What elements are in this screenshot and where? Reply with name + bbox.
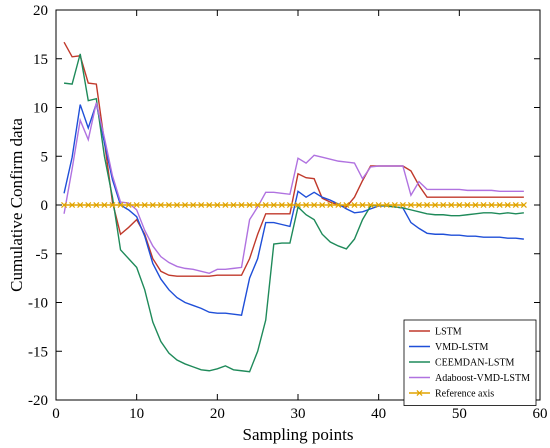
y-tick-label: 20 bbox=[33, 3, 48, 19]
x-axis-title: Sampling points bbox=[243, 425, 354, 444]
x-tick-label: 60 bbox=[533, 406, 548, 422]
series-line-2 bbox=[63, 53, 524, 373]
x-tick-label: 40 bbox=[371, 406, 386, 422]
legend-item: VMD-LSTM bbox=[409, 342, 488, 353]
data-point bbox=[407, 201, 414, 209]
data-point bbox=[319, 201, 326, 209]
y-axis-title: Cumulative Confirm data bbox=[7, 118, 26, 292]
y-tick-label: -20 bbox=[28, 393, 48, 409]
x-tick-label: 10 bbox=[129, 406, 144, 422]
data-point bbox=[496, 201, 503, 209]
x-tick-label: 30 bbox=[291, 406, 306, 422]
data-point bbox=[512, 201, 519, 209]
legend-label: Reference axis bbox=[435, 389, 494, 400]
data-point bbox=[254, 201, 261, 209]
data-point bbox=[117, 201, 124, 209]
data-point bbox=[480, 201, 487, 209]
data-point bbox=[359, 201, 366, 209]
data-point bbox=[424, 201, 431, 209]
x-tick-label: 50 bbox=[452, 406, 467, 422]
data-point bbox=[141, 201, 148, 209]
data-point bbox=[327, 201, 334, 209]
data-point bbox=[101, 201, 108, 209]
y-tick-label: 5 bbox=[41, 149, 49, 165]
legend: LSTM VMD-LSTM CEEMDAN-LSTM Adaboost-VMD-LST… bbox=[403, 319, 537, 406]
data-point bbox=[173, 201, 181, 209]
data-point bbox=[133, 201, 140, 209]
x-tick-label: 0 bbox=[52, 406, 60, 422]
series-line-1 bbox=[63, 100, 524, 316]
data-point bbox=[85, 201, 92, 209]
legend-label: LSTM bbox=[435, 327, 462, 338]
data-point bbox=[149, 201, 156, 209]
data-point bbox=[303, 201, 310, 209]
data-point bbox=[504, 201, 511, 209]
data-point bbox=[520, 201, 527, 209]
data-point bbox=[222, 201, 229, 209]
data-point bbox=[214, 201, 221, 209]
data-point bbox=[246, 201, 253, 209]
data-point bbox=[182, 201, 189, 209]
data-point bbox=[440, 201, 447, 209]
data-point bbox=[432, 201, 439, 209]
legend-item: LSTM bbox=[409, 327, 462, 338]
data-point bbox=[198, 201, 205, 209]
series-line-3 bbox=[63, 102, 524, 274]
data-point bbox=[286, 201, 293, 209]
legend-item: CEEMDAN-LSTM bbox=[409, 358, 515, 369]
data-point bbox=[488, 201, 495, 209]
legend-item: Adaboost-VMD-LSTM bbox=[409, 373, 530, 384]
x-tick-label: 20 bbox=[210, 406, 225, 422]
data-point bbox=[69, 201, 76, 209]
data-point bbox=[230, 201, 237, 209]
data-point bbox=[399, 201, 406, 209]
data-point bbox=[351, 201, 358, 209]
data-point bbox=[262, 201, 269, 209]
data-point bbox=[383, 201, 390, 209]
y-tick-label: -10 bbox=[28, 296, 48, 312]
data-point bbox=[472, 201, 479, 209]
data-point bbox=[456, 201, 463, 209]
data-point bbox=[157, 201, 164, 209]
data-point bbox=[165, 201, 172, 209]
data-point bbox=[125, 201, 132, 209]
data-point bbox=[464, 201, 471, 209]
data-point bbox=[278, 201, 285, 209]
y-tick-label: -5 bbox=[36, 247, 49, 263]
legend-label: Adaboost-VMD-LSTM bbox=[435, 373, 530, 384]
legend-label: VMD-LSTM bbox=[435, 342, 488, 353]
legend-label: CEEMDAN-LSTM bbox=[435, 358, 515, 369]
data-point bbox=[190, 201, 197, 209]
data-point bbox=[294, 201, 302, 209]
data-point bbox=[448, 201, 455, 209]
data-point bbox=[335, 201, 342, 209]
data-point bbox=[109, 201, 116, 209]
data-point bbox=[77, 201, 84, 209]
data-point bbox=[415, 201, 423, 209]
data-point bbox=[270, 201, 277, 209]
data-point bbox=[367, 201, 374, 209]
data-point bbox=[206, 201, 213, 209]
data-point bbox=[93, 201, 100, 209]
data-point bbox=[391, 201, 398, 209]
data-point bbox=[238, 201, 245, 209]
data-point bbox=[343, 201, 350, 209]
legend-item: Reference axis bbox=[409, 389, 494, 400]
series-line-0 bbox=[63, 41, 524, 277]
y-tick-label: 10 bbox=[33, 101, 48, 117]
y-tick-label: -15 bbox=[28, 344, 48, 360]
y-tick-label: 0 bbox=[41, 198, 49, 214]
data-point bbox=[61, 201, 68, 209]
y-tick-label: 15 bbox=[33, 52, 48, 68]
series-layer bbox=[61, 41, 527, 373]
data-point bbox=[311, 201, 318, 209]
data-point bbox=[375, 201, 382, 209]
